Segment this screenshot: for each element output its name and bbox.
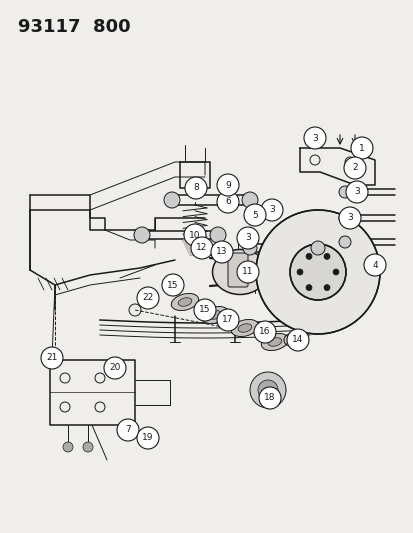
Ellipse shape [201,306,228,324]
Circle shape [338,207,360,229]
Circle shape [134,227,150,243]
Text: 1: 1 [358,143,364,152]
Circle shape [216,309,238,331]
Text: 3: 3 [268,206,274,214]
Circle shape [117,419,139,441]
Circle shape [63,442,73,452]
Text: 22: 22 [142,294,153,303]
Text: 17: 17 [222,316,233,325]
Circle shape [260,199,282,221]
Circle shape [104,357,126,379]
Text: 5: 5 [252,211,257,220]
Circle shape [236,227,259,249]
Text: 9: 9 [225,181,230,190]
Circle shape [161,274,183,296]
Circle shape [236,261,259,283]
Ellipse shape [178,298,191,306]
Text: 3: 3 [353,188,359,197]
Ellipse shape [171,294,198,311]
Text: 7: 7 [125,425,131,434]
Circle shape [242,192,257,208]
Ellipse shape [237,324,251,332]
Circle shape [303,127,325,149]
Ellipse shape [212,249,267,295]
Circle shape [254,321,275,343]
Circle shape [332,269,338,275]
Text: 3: 3 [311,133,317,142]
Text: 93117  800: 93117 800 [18,18,131,36]
Circle shape [255,210,379,334]
Text: 11: 11 [242,268,253,277]
FancyBboxPatch shape [228,253,247,287]
Circle shape [338,186,350,198]
Text: 16: 16 [259,327,270,336]
Text: 13: 13 [216,247,227,256]
Circle shape [338,212,350,224]
Circle shape [137,427,159,449]
Text: 3: 3 [346,214,352,222]
Circle shape [363,254,385,276]
Circle shape [289,244,345,300]
Text: 2: 2 [351,164,357,173]
Circle shape [216,174,238,196]
Circle shape [211,241,233,263]
Circle shape [305,253,311,260]
Circle shape [190,237,212,259]
Text: 15: 15 [167,280,178,289]
Circle shape [164,192,180,208]
Circle shape [83,442,93,452]
Circle shape [286,329,308,351]
Text: 15: 15 [199,305,210,314]
Text: 6: 6 [225,198,230,206]
Circle shape [249,372,285,408]
Text: 10: 10 [189,230,200,239]
Text: 20: 20 [109,364,121,373]
Circle shape [323,285,329,290]
Text: 14: 14 [292,335,303,344]
Polygon shape [183,240,206,255]
Ellipse shape [208,311,221,319]
Circle shape [257,380,277,400]
Circle shape [323,253,329,260]
Circle shape [310,241,324,255]
Circle shape [209,227,225,243]
Circle shape [259,387,280,409]
Text: 12: 12 [196,244,207,253]
Text: 8: 8 [192,183,198,192]
Ellipse shape [231,319,258,336]
Circle shape [216,191,238,213]
Text: 18: 18 [263,393,275,402]
Circle shape [41,347,63,369]
Ellipse shape [268,338,281,346]
Text: 4: 4 [371,261,377,270]
Circle shape [183,224,206,246]
Circle shape [137,287,159,309]
Circle shape [305,285,311,290]
Text: 19: 19 [142,433,153,442]
Circle shape [350,137,372,159]
Circle shape [338,236,350,248]
Circle shape [194,299,216,321]
Text: 3: 3 [244,233,250,243]
Circle shape [345,181,367,203]
Ellipse shape [261,334,288,351]
Circle shape [243,204,266,226]
Circle shape [242,241,256,255]
Circle shape [185,177,206,199]
Text: 21: 21 [46,353,57,362]
Circle shape [296,269,302,275]
Circle shape [343,157,365,179]
